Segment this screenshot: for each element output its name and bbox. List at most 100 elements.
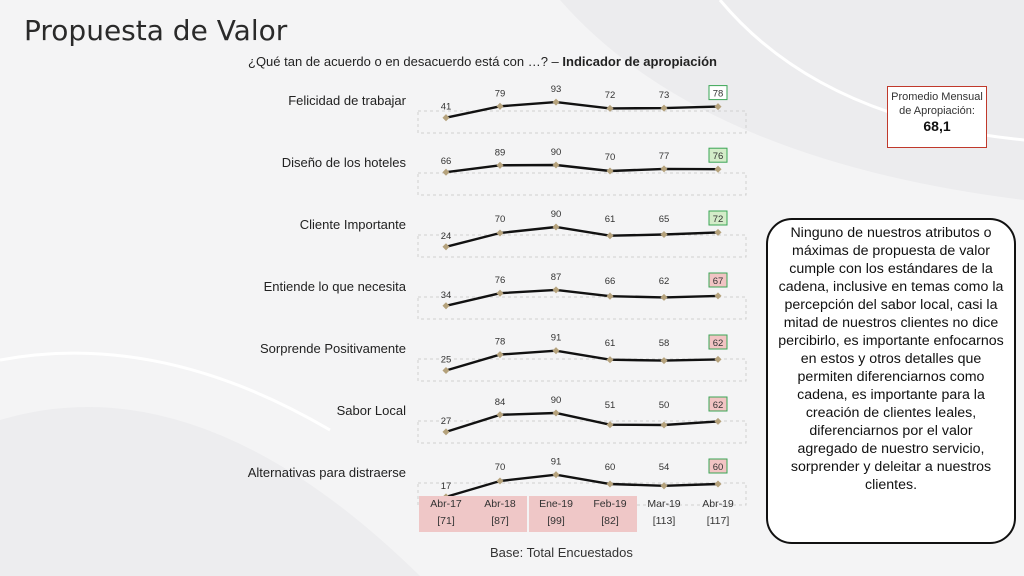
data-label: 90 [551,395,562,406]
data-label: 51 [605,400,616,411]
series-label: Sorprende Positivamente [260,341,406,356]
data-point [442,428,450,436]
data-point [714,417,722,425]
x-axis: Abr-17 [71] Abr-18 [87] Ene-19 [99] Feb-19 [82]… [416,496,742,532]
x-tick-base: [71] [437,515,455,527]
data-label: 17 [441,481,452,492]
data-point [552,223,560,231]
series-line [445,411,719,434]
data-label: 54 [659,462,670,473]
data-point [496,351,504,359]
average-box: Promedio Mensual de Apropiación: 68,1 [887,86,987,148]
data-point [660,357,668,365]
x-tick-label: Abr-17 [71] [419,496,473,532]
series-line [445,473,719,499]
data-point [606,232,614,240]
chart-subtitle: ¿Qué tan de acuerdo o en desacuerdo está… [248,54,717,69]
data-point [552,471,560,479]
insight-note: Ninguno de nuestros atributos o máximas … [766,218,1016,544]
data-label: 73 [659,90,670,101]
base-label: Base: Total Encuestados [490,545,633,560]
data-label: 77 [659,151,670,162]
data-point [552,98,560,106]
data-label: 62 [659,276,670,287]
row-guide-box [417,172,747,196]
data-point [496,477,504,485]
data-point [496,102,504,110]
data-point [714,165,722,173]
data-label: 61 [605,214,616,225]
highlight-box [708,272,728,288]
x-tick-category: Feb-19 [593,498,627,510]
x-tick-category: Mar-19 [647,498,681,510]
x-tick-base: [82] [601,515,619,527]
data-label: 72 [605,90,616,101]
data-point [442,168,450,176]
data-point [606,480,614,488]
data-label: 62 [713,338,724,349]
data-label: 66 [605,276,616,287]
data-label: 61 [605,338,616,349]
row-guide-box [417,420,747,444]
x-tick-label: Feb-19 [82] [583,496,637,532]
data-label: 34 [441,290,452,301]
data-point [606,421,614,429]
data-label: 58 [659,338,670,349]
data-label: 27 [441,416,452,427]
series-label: Sabor Local [336,403,406,418]
data-label: 76 [713,151,724,162]
data-label: 67 [713,276,724,287]
data-point [660,104,668,112]
row-guide-box [417,110,747,134]
x-tick-base: [113] [652,515,676,527]
x-tick-base: [87] [491,515,509,527]
highlight-box [708,396,728,412]
row-guide-box [417,296,747,320]
data-label: 60 [713,462,724,473]
data-label: 72 [713,214,724,225]
data-label: 65 [659,214,670,225]
data-label: 78 [713,89,724,100]
highlight-box [708,210,728,226]
data-label: 50 [659,400,670,411]
data-label: 25 [441,355,452,366]
data-label: 87 [551,272,562,283]
data-label: 70 [495,214,506,225]
data-point [552,286,560,294]
series-label: Cliente Importante [299,217,406,232]
x-tick-category: Ene-19 [539,498,573,510]
average-label: Promedio Mensual de Apropiación: [891,91,983,117]
data-label: 79 [495,88,506,99]
data-point [442,302,450,310]
x-tick-label: Mar-19 [113] [637,496,691,532]
x-tick-base: [117] [706,515,730,527]
data-label: 70 [605,152,616,163]
data-point [552,161,560,169]
x-tick-category: Abr-19 [702,498,734,510]
page-title: Propuesta de Valor [24,14,288,47]
highlight-box [708,85,728,101]
data-point [660,482,668,490]
data-point [660,165,668,173]
data-point [496,229,504,237]
data-point [552,409,560,417]
series-label: Diseño de los hoteles [281,155,406,170]
x-tick-category: Abr-17 [430,498,462,510]
x-tick-category: Abr-18 [484,498,516,510]
x-tick-base: [99] [547,515,565,527]
data-label: 84 [495,397,506,408]
data-point [660,230,668,239]
data-point [552,347,560,355]
data-point [496,289,504,297]
highlight-box [708,458,728,474]
data-label: 91 [551,457,562,468]
data-point [442,366,450,375]
series-line [445,100,719,119]
data-label: 60 [605,462,616,473]
series-label: Entiende lo que necesita [263,279,406,294]
data-point [714,103,722,111]
highlight-box [708,334,728,350]
data-label: 78 [495,337,506,348]
data-point [660,421,668,429]
series-line [445,349,719,372]
